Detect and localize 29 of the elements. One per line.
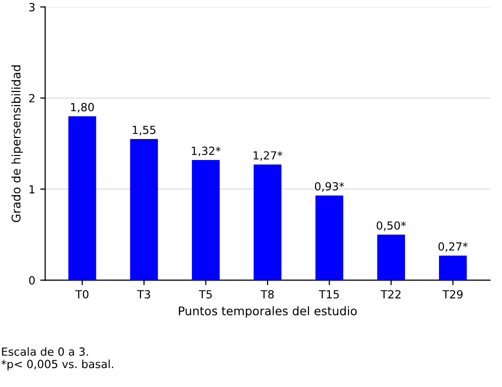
text: *p< 0,005 vs. basal. (1, 360, 114, 370)
x-tick-label: T29 (442, 290, 463, 299)
y-tick-label: 2 (29, 94, 34, 102)
data-label: 1,55 (132, 126, 156, 136)
x-tick-label: T5 (198, 290, 212, 299)
data-label: 0,50* (376, 221, 406, 231)
x-tick-label: T15 (318, 290, 339, 299)
bar (438, 256, 467, 280)
x-tick-label: T0 (75, 290, 88, 299)
bar (377, 234, 406, 280)
bar (130, 139, 158, 280)
x-axis-title: Puntos temporales del estudio (178, 306, 357, 318)
data-label: 0,27* (438, 242, 468, 252)
bar (315, 195, 344, 280)
text: Escala de 0 a 3. (2, 347, 88, 356)
bar (68, 116, 96, 280)
data-label: 1,32* (192, 146, 221, 156)
y-tick-label: 3 (29, 2, 35, 12)
data-label: 1,27* (254, 151, 282, 161)
x-tick-label: T8 (260, 290, 274, 299)
y-axis-title: Grado de hipersensibilidad (11, 65, 23, 222)
data-label: 1,80 (71, 102, 94, 112)
y-tick-label: 1 (30, 185, 34, 194)
bar (192, 160, 220, 280)
bar (254, 164, 282, 280)
data-label: 0,93* (314, 182, 344, 192)
x-tick-label: T3 (137, 290, 150, 299)
x-tick-label: T22 (380, 290, 400, 298)
y-tick-label: 0 (29, 276, 35, 285)
